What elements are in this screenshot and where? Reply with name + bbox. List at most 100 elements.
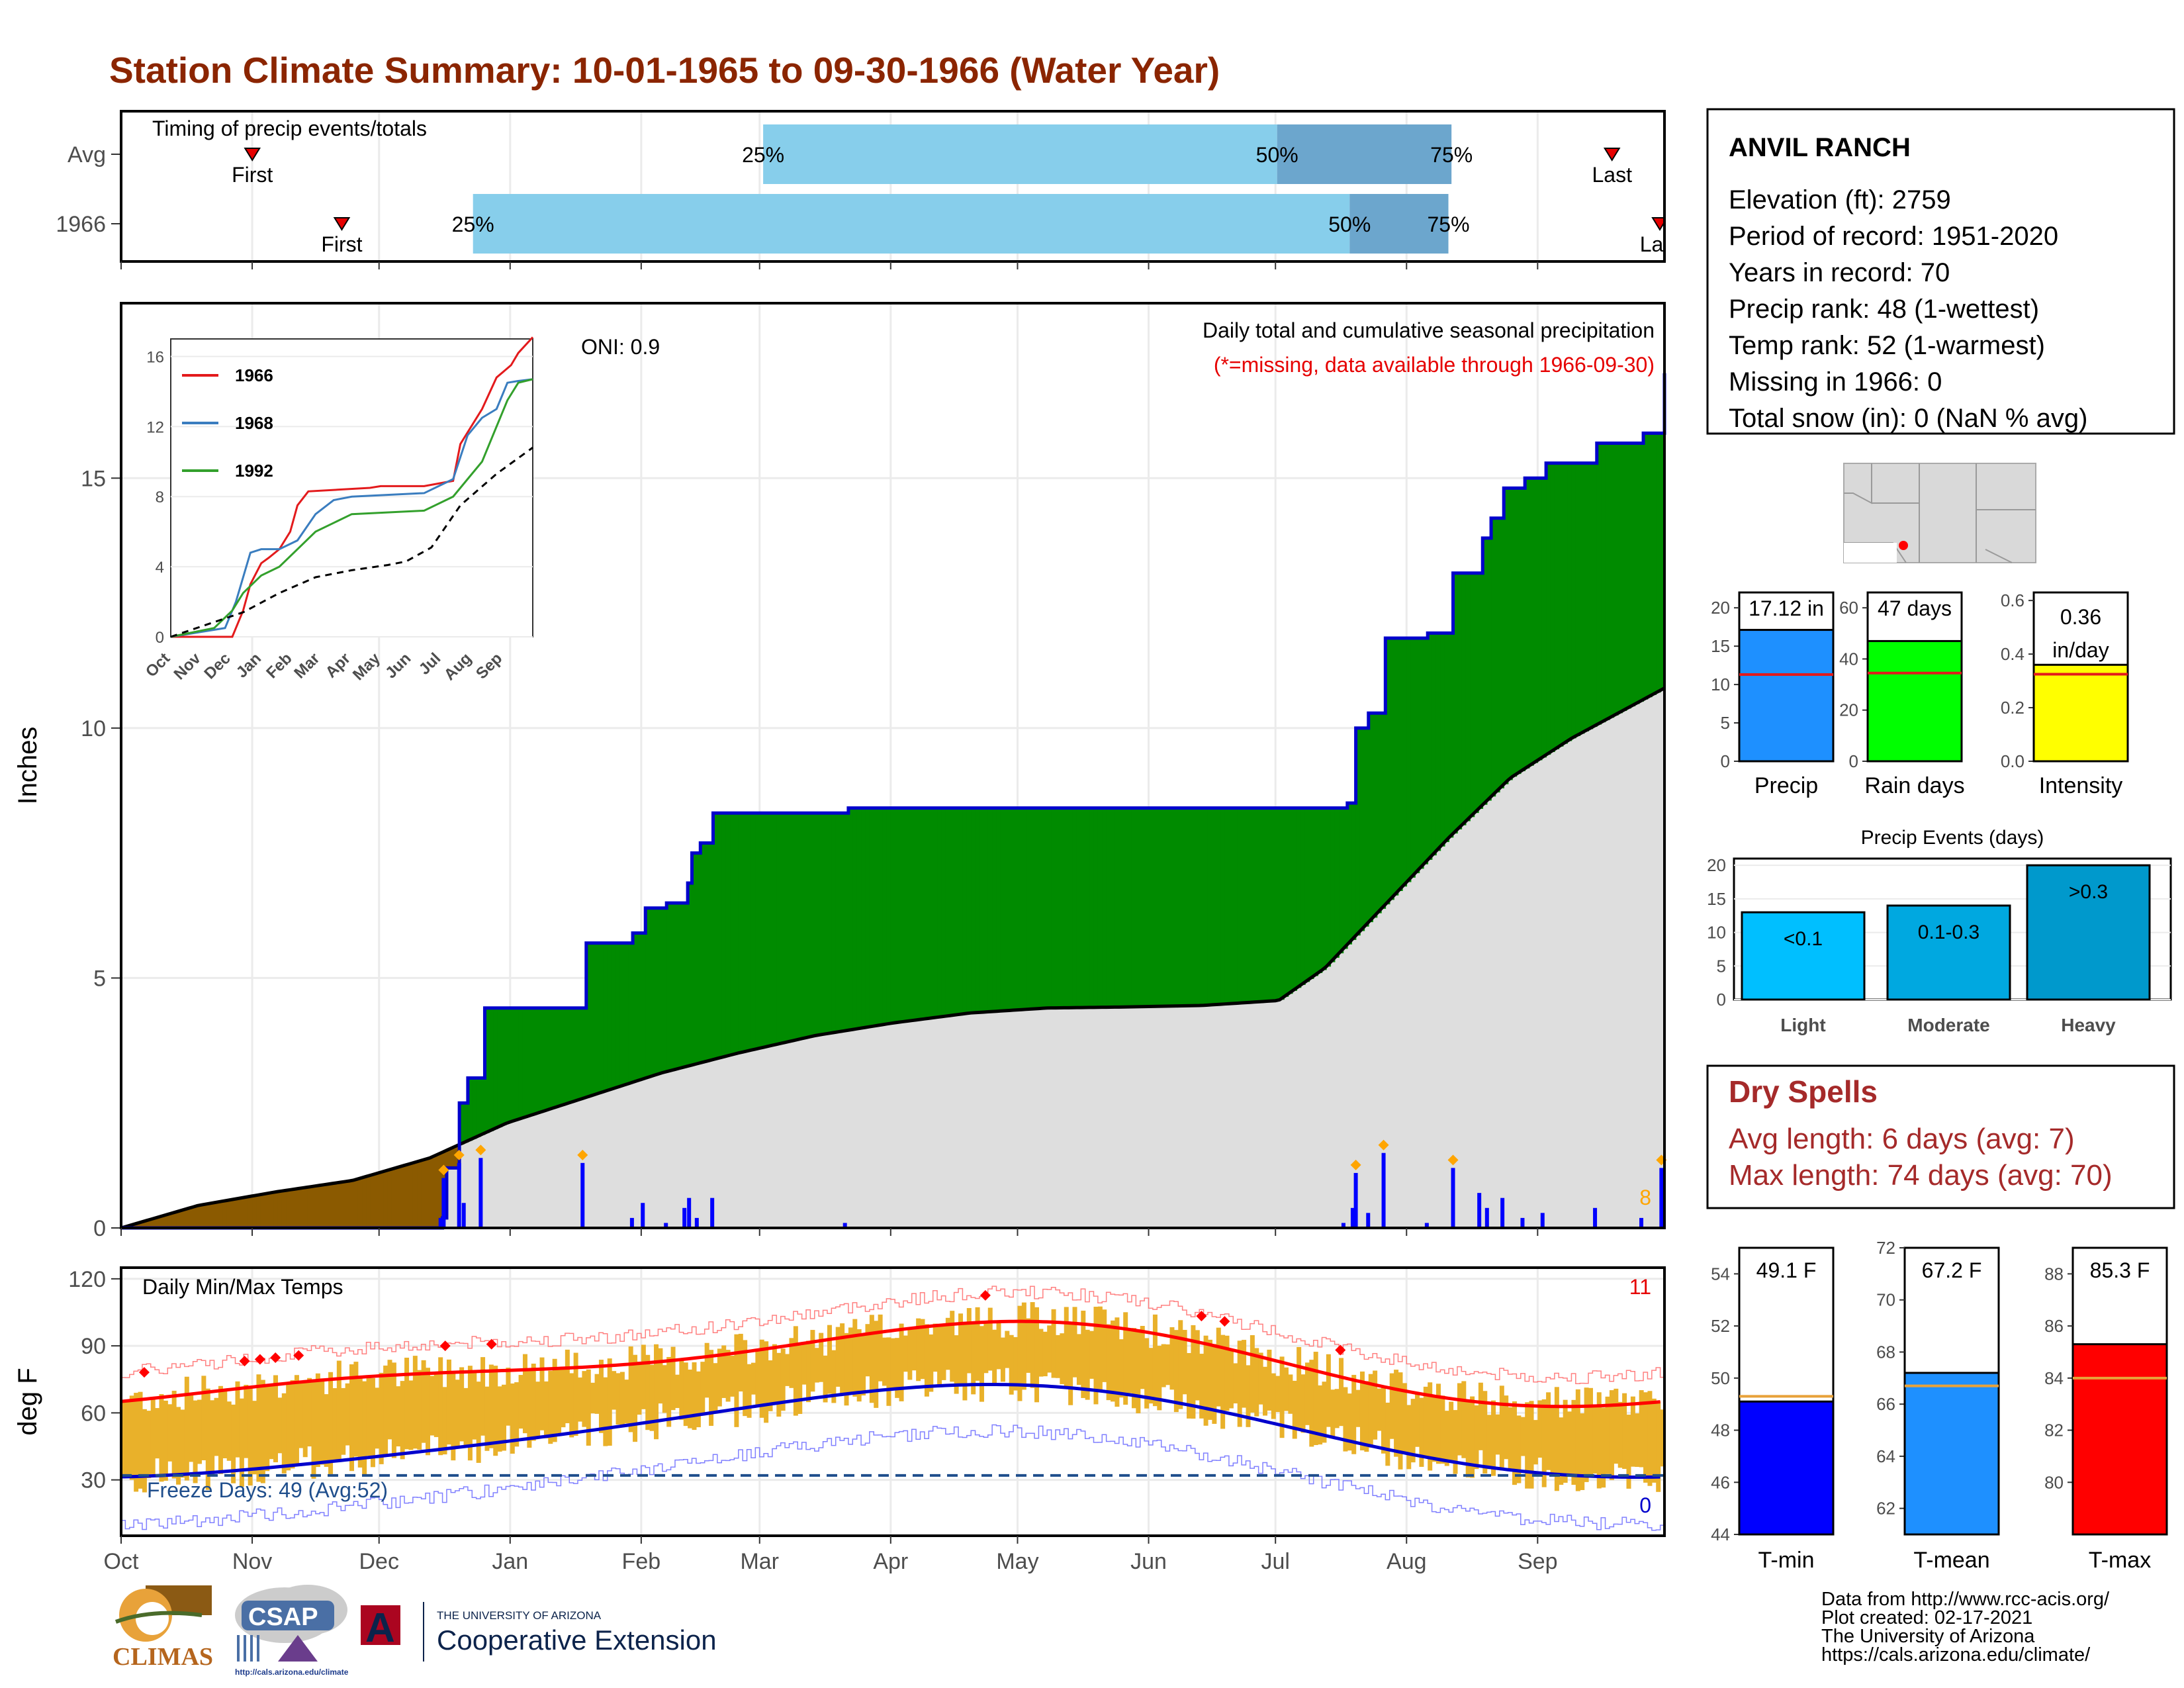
daily-temp-range-bar [1161, 1344, 1166, 1387]
daily-temp-range-bar [1055, 1335, 1060, 1378]
daily-temp-range-bar [451, 1372, 456, 1461]
daily-temp-range-bar [294, 1375, 299, 1466]
daily-temp-range-bar [121, 1399, 126, 1475]
surplus-area [557, 1008, 562, 1107]
deficit-area [269, 1193, 274, 1228]
daily-temp-range-bar [1550, 1407, 1555, 1476]
daily-temp-range-bar [814, 1348, 819, 1383]
daily-temp-range-bar [1334, 1389, 1340, 1429]
surplus-area [1334, 808, 1340, 958]
surplus-area [1292, 808, 1297, 991]
surplus-area [679, 903, 684, 1068]
daily-temp-range-bar [688, 1369, 693, 1429]
daily-temp-range-bar [375, 1387, 380, 1449]
daily-temp-range-bar [488, 1364, 494, 1448]
daily-temp-range-bar [1097, 1306, 1103, 1392]
temp-ylabel: deg F [13, 1368, 42, 1435]
surplus-area [1220, 808, 1226, 1005]
daily-temp-range-bar [1288, 1374, 1293, 1414]
surplus-area [1173, 808, 1179, 1006]
freeze-days-label: Freeze Days: 49 (Avg:52) [147, 1478, 388, 1502]
daily-temp-range-bar [598, 1360, 604, 1433]
extreme-day-marker [438, 1164, 449, 1176]
events-y-tick: 15 [1707, 889, 1726, 909]
daily-temp-range-bar [290, 1380, 295, 1469]
surplus-area [734, 813, 739, 1055]
surplus-area [1279, 808, 1285, 1000]
temp-bar-y-tick: 62 [1876, 1499, 1895, 1519]
surplus-area [721, 813, 727, 1058]
surplus-area [987, 808, 993, 1012]
daily-precip-bar [694, 1217, 699, 1228]
daily-precip-bar [1451, 1168, 1455, 1228]
daily-temp-range-bar [383, 1365, 388, 1456]
events-chart: Precip Events (days) 0 5 10 15 20 <0.1 Light 0.1… [1707, 827, 2172, 1035]
daily-temp-range-bar [1559, 1417, 1564, 1485]
daily-temp-range-bar [945, 1317, 950, 1370]
surplus-area [1508, 488, 1513, 780]
surplus-area [1242, 808, 1247, 1004]
deficit-area [290, 1190, 295, 1228]
surplus-area [612, 943, 617, 1090]
daily-temp-range-bar [1237, 1340, 1242, 1427]
daily-temp-range-bar [721, 1345, 727, 1398]
surplus-area [1136, 808, 1141, 1007]
deficit-area [286, 1190, 291, 1228]
daily-precip-bar [641, 1203, 645, 1228]
daily-temp-range-bar [1373, 1370, 1378, 1440]
surplus-area [704, 843, 709, 1062]
daily-temp-range-bar [1195, 1330, 1200, 1401]
daily-temp-range-bar [1199, 1354, 1205, 1419]
deficit-area [256, 1195, 261, 1228]
daily-temp-range-bar [772, 1344, 777, 1403]
extreme-day-marker [1447, 1154, 1459, 1166]
deficit-area [184, 1209, 190, 1228]
daily-temp-range-bar [552, 1358, 557, 1442]
daily-temp-range-bar [214, 1397, 219, 1456]
surplus-area [1432, 633, 1437, 856]
daily-temp-range-bar [890, 1338, 895, 1388]
daily-temp-range-bar [1355, 1389, 1361, 1427]
surplus-area [1030, 808, 1035, 1009]
surplus-area [586, 943, 591, 1098]
temp-bar-label: T-max [2089, 1548, 2151, 1573]
daily-temp-range-bar [244, 1385, 249, 1458]
deficit-area [163, 1215, 169, 1228]
daily-temp-range-bar [561, 1369, 566, 1428]
summary-value-bar [2032, 663, 2129, 763]
surplus-area [1068, 808, 1073, 1008]
daily-precip-bar [461, 1203, 466, 1228]
temp-bar-y-tick: 82 [2044, 1421, 2064, 1440]
deficit-area [239, 1198, 245, 1228]
record-high-marker [486, 1338, 497, 1350]
surplus-area [1178, 808, 1183, 1006]
surplus-area [1373, 713, 1378, 918]
surplus-area [1300, 808, 1306, 985]
summary-y-tick: 20 [1711, 598, 1730, 618]
daily-temp-range-bar [743, 1340, 748, 1417]
surplus-area [1499, 518, 1505, 788]
station-info-box: ANVIL RANCH Elevation (ft): 2759 Period … [1706, 108, 2175, 435]
surplus-area [1617, 443, 1623, 714]
daily-temp-range-bar [835, 1327, 841, 1387]
summary-bar-label: Precip [1754, 773, 1818, 798]
daily-precip-bar [1381, 1152, 1386, 1228]
daily-temp-range-bar [590, 1382, 596, 1414]
event-bar-label: Heavy [2061, 1015, 2116, 1035]
inset-legend-label: 1968 [235, 413, 273, 433]
summary-value-label: 0.36 [2060, 605, 2101, 629]
surplus-area [1161, 808, 1166, 1007]
surplus-area [480, 1078, 486, 1135]
daily-temp-range-bar [218, 1385, 223, 1474]
dry-spells-max: Max length: 74 days (avg: 70) [1729, 1159, 2113, 1192]
daily-temp-range-bar [311, 1381, 316, 1479]
daily-temp-range-bar [484, 1386, 490, 1451]
daily-temp-range-bar [362, 1381, 367, 1476]
surplus-area [1017, 808, 1023, 1010]
deficit-area [341, 1182, 346, 1228]
daily-precip-bar [664, 1223, 668, 1228]
surplus-area [565, 1008, 570, 1104]
daily-temp-range-bar [1081, 1310, 1086, 1398]
daily-temp-range-bar [252, 1401, 257, 1475]
